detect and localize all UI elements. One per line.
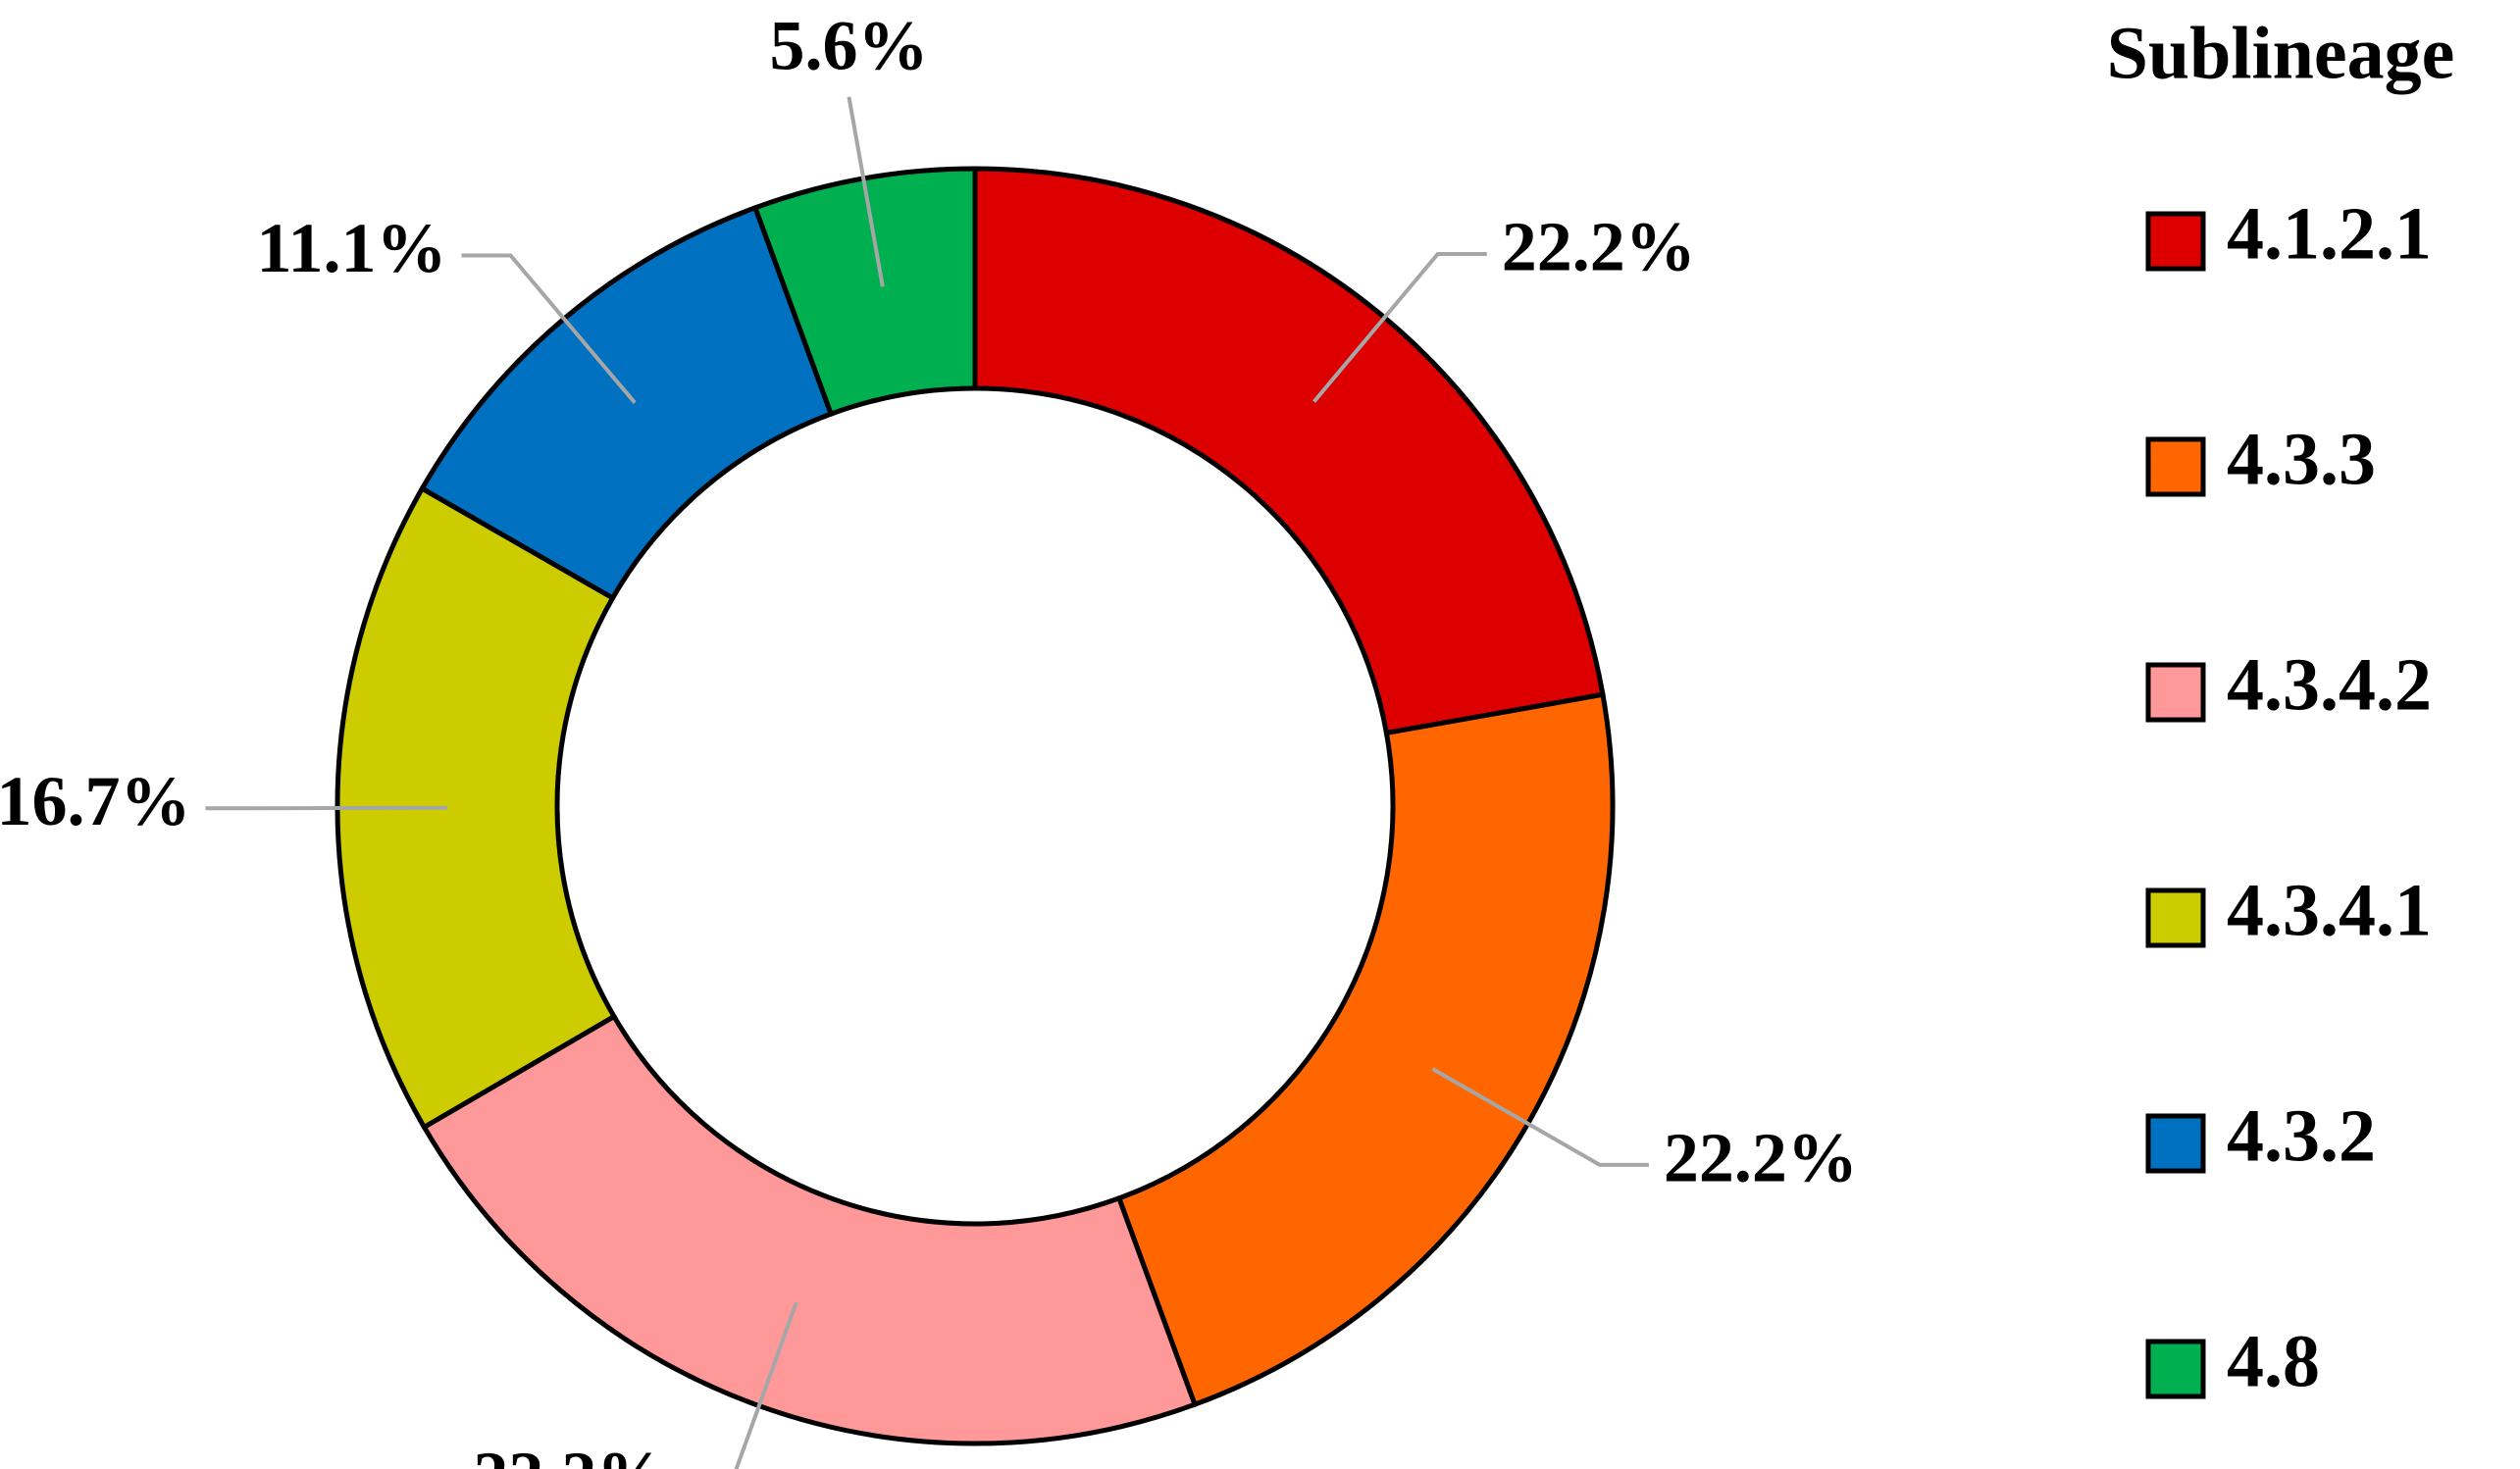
leader-line <box>847 96 885 287</box>
leader-line <box>205 805 448 811</box>
legend-label: 4.1.2.1 <box>2227 192 2432 275</box>
donut-slice <box>421 1013 1199 1446</box>
legend-title: Sublineage <box>2107 12 2455 94</box>
data-label: 16.7% <box>0 762 191 840</box>
legend-swatch <box>2145 1113 2206 1174</box>
legend-swatch <box>2145 1339 2206 1399</box>
legend-swatch <box>2145 211 2206 272</box>
leader-line <box>734 1301 798 1469</box>
data-label: 5.6% <box>769 6 928 84</box>
leader-line <box>1311 252 1487 403</box>
data-label: 11.1% <box>256 209 446 287</box>
donut-slice <box>751 166 978 418</box>
leader-line <box>461 253 637 405</box>
legend-swatch <box>2145 662 2206 723</box>
legend-label: 4.8 <box>2227 1320 2320 1402</box>
data-label: 22.2% <box>473 1438 667 1469</box>
leader-line <box>1431 1067 1649 1167</box>
legend-swatch <box>2145 436 2206 497</box>
donut-slice <box>334 484 618 1131</box>
legend-label: 4.3.3 <box>2227 418 2376 500</box>
data-label: 22.2% <box>1502 208 1696 286</box>
legend-label: 4.3.4.2 <box>2227 643 2432 726</box>
legend-swatch <box>2145 887 2206 948</box>
donut-slice <box>972 166 1606 736</box>
legend-label: 4.3.2 <box>2227 1094 2376 1177</box>
data-label: 22.2% <box>1664 1118 1858 1196</box>
donut-slice <box>1115 691 1616 1408</box>
legend-label: 4.3.4.1 <box>2227 869 2432 951</box>
